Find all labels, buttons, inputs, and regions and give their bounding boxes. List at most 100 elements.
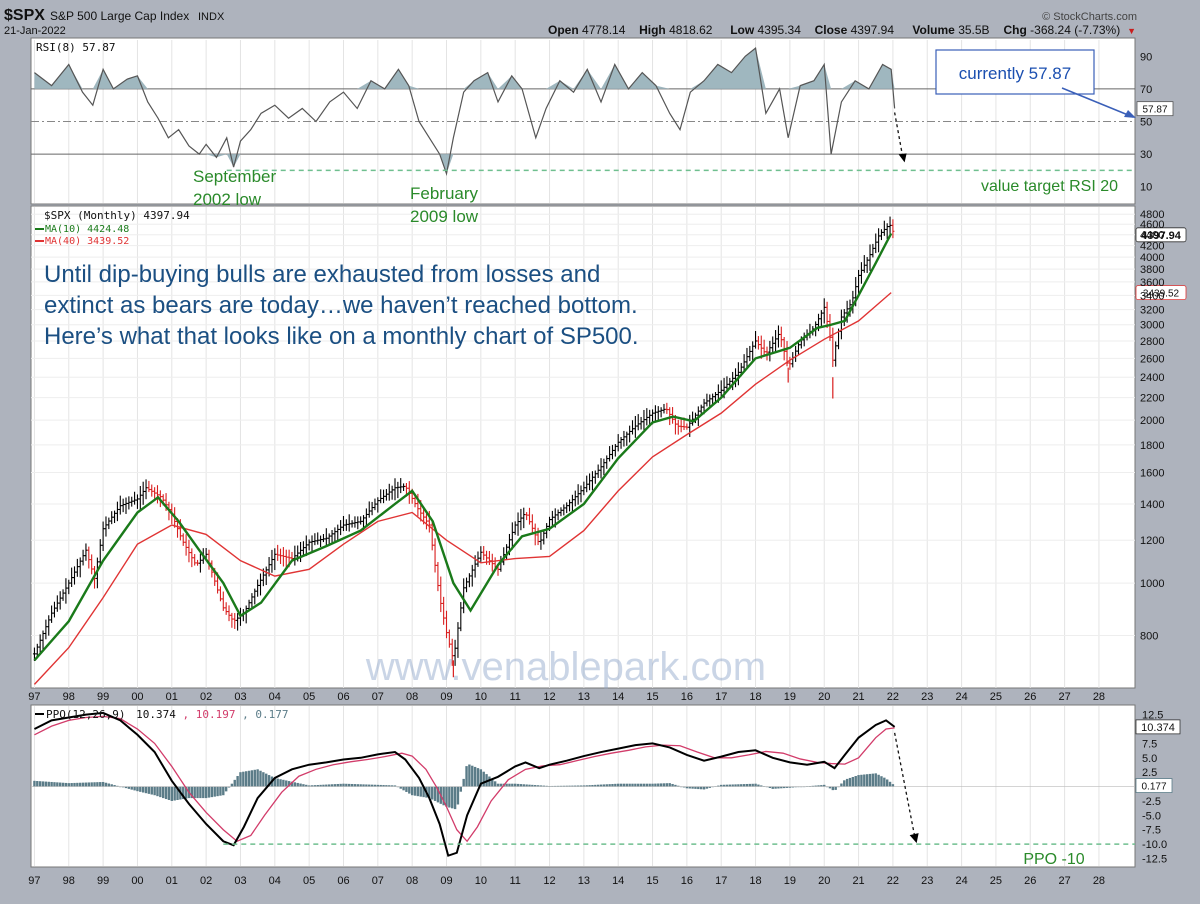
price-bar <box>101 521 105 552</box>
ppo-histogram-bar <box>657 783 660 787</box>
ppo-histogram-bar <box>339 783 342 787</box>
ppo-histogram-bar <box>828 786 832 789</box>
x-tick-label: 28 <box>1093 691 1105 703</box>
price-bar <box>52 601 56 618</box>
price-current-value: 4397.94 <box>1141 230 1182 242</box>
ppo-legend-signal: 10.197 <box>196 708 236 721</box>
ppo-histogram-bar <box>748 783 752 787</box>
ppo-histogram-bar <box>136 786 139 792</box>
price-bar <box>135 494 139 509</box>
ppo-histogram-bar <box>531 784 534 787</box>
x-tick-label: 21 <box>852 691 864 703</box>
ppo-histogram-bar <box>820 785 823 787</box>
stat-high: High 4818.62 <box>639 23 713 37</box>
ppo-histogram-bar <box>139 786 142 792</box>
ma40-line <box>33 292 892 685</box>
ppo-histogram-bar <box>528 784 531 787</box>
price-bar <box>719 380 723 398</box>
ppo-histogram-bar <box>121 786 125 788</box>
ppo-y-tick: 2.5 <box>1142 767 1157 779</box>
ppo-histogram-bar <box>885 779 889 787</box>
ppo-legend: PPO(12,26,9) 10.374 , 10.197 , 0.177 <box>46 708 288 721</box>
ppo-histogram-bar <box>38 781 42 787</box>
ppo-histogram-bar <box>774 786 777 789</box>
ppo-histogram-bar <box>402 786 405 791</box>
ppo-histogram-bar <box>41 781 45 787</box>
ppo-histogram-bar <box>471 765 474 787</box>
ppo-histogram-bar <box>559 785 563 787</box>
ppo-histogram-bar <box>319 784 322 787</box>
ppo-histogram-bar <box>96 782 99 787</box>
ppo-histogram-bar <box>456 786 460 805</box>
ppo-histogram-bar <box>854 776 857 787</box>
price-bar <box>456 622 460 658</box>
ppo-histogram-bar <box>413 786 417 796</box>
price-bar <box>819 310 823 327</box>
price-bar <box>751 341 755 362</box>
price-bar <box>656 406 660 420</box>
ppo-histogram-bar <box>694 786 697 789</box>
ppo-histogram-bar <box>448 786 451 808</box>
ppo-histogram-bar <box>316 784 319 787</box>
price-bar <box>218 586 222 602</box>
ppo-histogram-bar <box>754 783 757 787</box>
ppo-histogram-bar <box>860 774 863 787</box>
ppo-histogram-bar <box>488 776 491 787</box>
price-bar <box>153 487 157 499</box>
ppo-histogram-bar <box>104 782 108 787</box>
price-y-tick: 3800 <box>1140 264 1164 276</box>
price-bar <box>530 514 534 534</box>
price-bar <box>525 512 529 521</box>
price-bar <box>301 541 305 557</box>
ppo-histogram-bar <box>831 786 835 791</box>
price-bar <box>585 475 589 493</box>
rsi-y-tick: 30 <box>1140 149 1152 161</box>
ppo-histogram-bar <box>622 783 626 787</box>
price-bar <box>104 516 108 537</box>
ppo-histogram-bar <box>473 766 477 787</box>
x-tick-label: 98 <box>63 875 75 887</box>
price-bar <box>341 516 345 532</box>
price-bar <box>825 301 829 329</box>
header-stats: Open 4778.14 High 4818.62 Low 4395.34 Close… <box>548 23 1136 37</box>
ppo-histogram-bar <box>534 785 537 787</box>
ppo-histogram-bar <box>305 784 308 787</box>
price-bar <box>67 579 71 595</box>
x-tick-label: 20 <box>818 691 830 703</box>
ppo-histogram-bar <box>99 782 102 787</box>
ppo-histogram-bar <box>287 781 291 787</box>
ppo-histogram-bar <box>207 786 211 798</box>
ppo-histogram-bar <box>87 782 91 787</box>
stat-value: -368.24 (-7.73%) <box>1030 23 1120 37</box>
price-bar <box>330 530 334 544</box>
price-bar <box>765 346 769 361</box>
price-bar <box>653 405 657 421</box>
callout-pointer <box>1061 87 1134 118</box>
stat-close: Close 4397.94 <box>815 23 895 37</box>
price-bar <box>610 444 614 460</box>
ppo-histogram-bar <box>834 786 837 790</box>
ppo-histogram-bar <box>325 784 328 787</box>
price-bar <box>885 223 889 239</box>
ppo-y-tick: -5.0 <box>1142 810 1161 822</box>
rsi-y-tick: 90 <box>1140 51 1152 63</box>
price-bar <box>519 508 523 531</box>
stat-label: Low <box>730 23 757 37</box>
ppo-histogram-bar <box>877 774 880 787</box>
ppo-histogram-bar <box>90 782 93 787</box>
price-bar <box>685 423 689 430</box>
ppo-histogram-bar <box>745 783 749 787</box>
price-y-tick: 1000 <box>1140 578 1164 590</box>
x-tick-label: 24 <box>955 691 967 703</box>
price-bar <box>50 605 54 623</box>
x-tick-label: 27 <box>1058 691 1070 703</box>
x-tick-label: 12 <box>543 691 555 703</box>
x-tick-label: 13 <box>578 875 590 887</box>
price-bar <box>671 407 675 424</box>
price-bar <box>613 444 617 457</box>
price-bar <box>711 393 715 406</box>
message-line-2: extinct as bears are today…we haven’t re… <box>44 292 638 319</box>
ppo-histogram-bar <box>556 785 560 787</box>
ppo-histogram-bar <box>224 786 228 792</box>
ppo-histogram-bar <box>791 786 794 788</box>
